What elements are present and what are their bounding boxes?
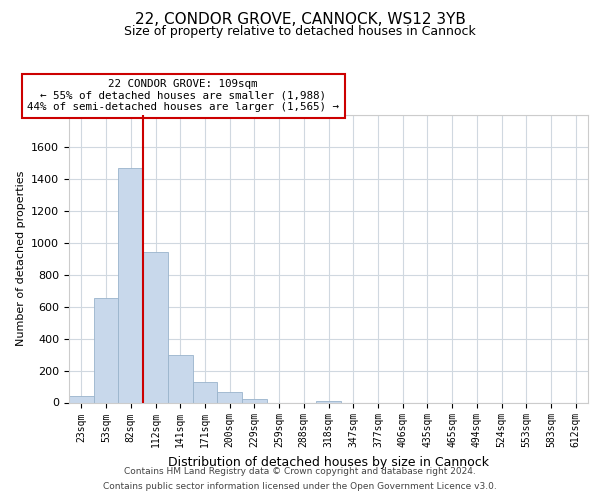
Text: Size of property relative to detached houses in Cannock: Size of property relative to detached ho…: [124, 25, 476, 38]
Bar: [94, 298, 118, 403]
Text: Contains HM Land Registry data © Crown copyright and database right 2024.: Contains HM Land Registry data © Crown c…: [124, 467, 476, 476]
Y-axis label: Number of detached properties: Number of detached properties: [16, 171, 26, 346]
Bar: [143, 252, 168, 402]
Text: 22, CONDOR GROVE, CANNOCK, WS12 3YB: 22, CONDOR GROVE, CANNOCK, WS12 3YB: [134, 12, 466, 28]
Bar: [242, 399, 267, 402]
Bar: [217, 392, 242, 402]
Bar: [316, 400, 341, 402]
Bar: [118, 168, 143, 402]
Bar: [193, 382, 217, 402]
Bar: [69, 396, 94, 402]
Bar: [168, 356, 193, 403]
Text: Contains public sector information licensed under the Open Government Licence v3: Contains public sector information licen…: [103, 482, 497, 491]
X-axis label: Distribution of detached houses by size in Cannock: Distribution of detached houses by size …: [168, 456, 489, 469]
Text: 22 CONDOR GROVE: 109sqm
← 55% of detached houses are smaller (1,988)
44% of semi: 22 CONDOR GROVE: 109sqm ← 55% of detache…: [27, 79, 339, 112]
